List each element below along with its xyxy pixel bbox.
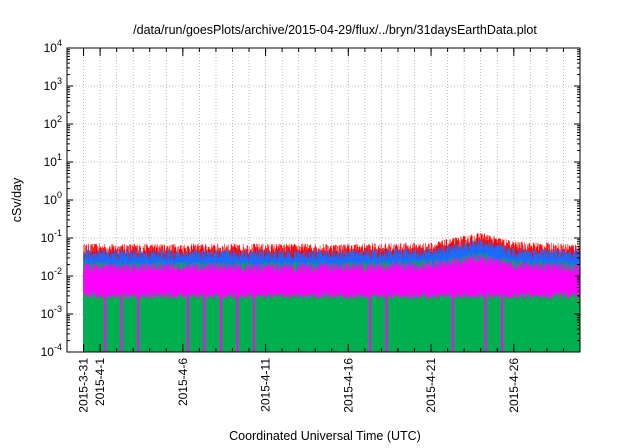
y-tick-label: 104 — [44, 38, 62, 55]
y-tick-label: 10-2 — [41, 266, 62, 283]
y-tick-label: 103 — [44, 76, 62, 93]
x-tick-label: 2015-4-1 — [93, 358, 107, 406]
x-tick-label: 2015-4-6 — [176, 358, 190, 406]
x-axis-label: Coordinated Universal Time (UTC) — [229, 429, 421, 443]
x-tick-label: 2015-4-11 — [259, 358, 273, 412]
x-tick-label: 2015-4-21 — [424, 358, 438, 413]
y-axis: 104 103 102 101 100 10-1 10-2 10-3 10-4 — [41, 38, 580, 359]
y-tick-label: 101 — [44, 152, 62, 169]
y-tick-label: 102 — [44, 114, 62, 131]
x-tick-label: 2015-4-26 — [507, 358, 521, 413]
x-axis: 2015-3-31 2015-4-1 2015-4-6 2015-4-11 2015-4… — [77, 48, 564, 413]
chart-title: /data/run/goesPlots/archive/2015-04-29/f… — [133, 23, 537, 37]
x-tick-label: 2015-3-31 — [77, 358, 91, 413]
series-trace — [83, 254, 580, 300]
x-tick-label: 2015-4-16 — [341, 358, 355, 413]
y-axis-label: cSv/day — [10, 177, 24, 222]
y-tick-label: 10-3 — [41, 304, 62, 321]
series-layer — [83, 232, 580, 352]
y-tick-label: 100 — [44, 190, 62, 207]
y-tick-label: 10-1 — [41, 228, 62, 245]
y-tick-label: 10-4 — [41, 342, 62, 359]
